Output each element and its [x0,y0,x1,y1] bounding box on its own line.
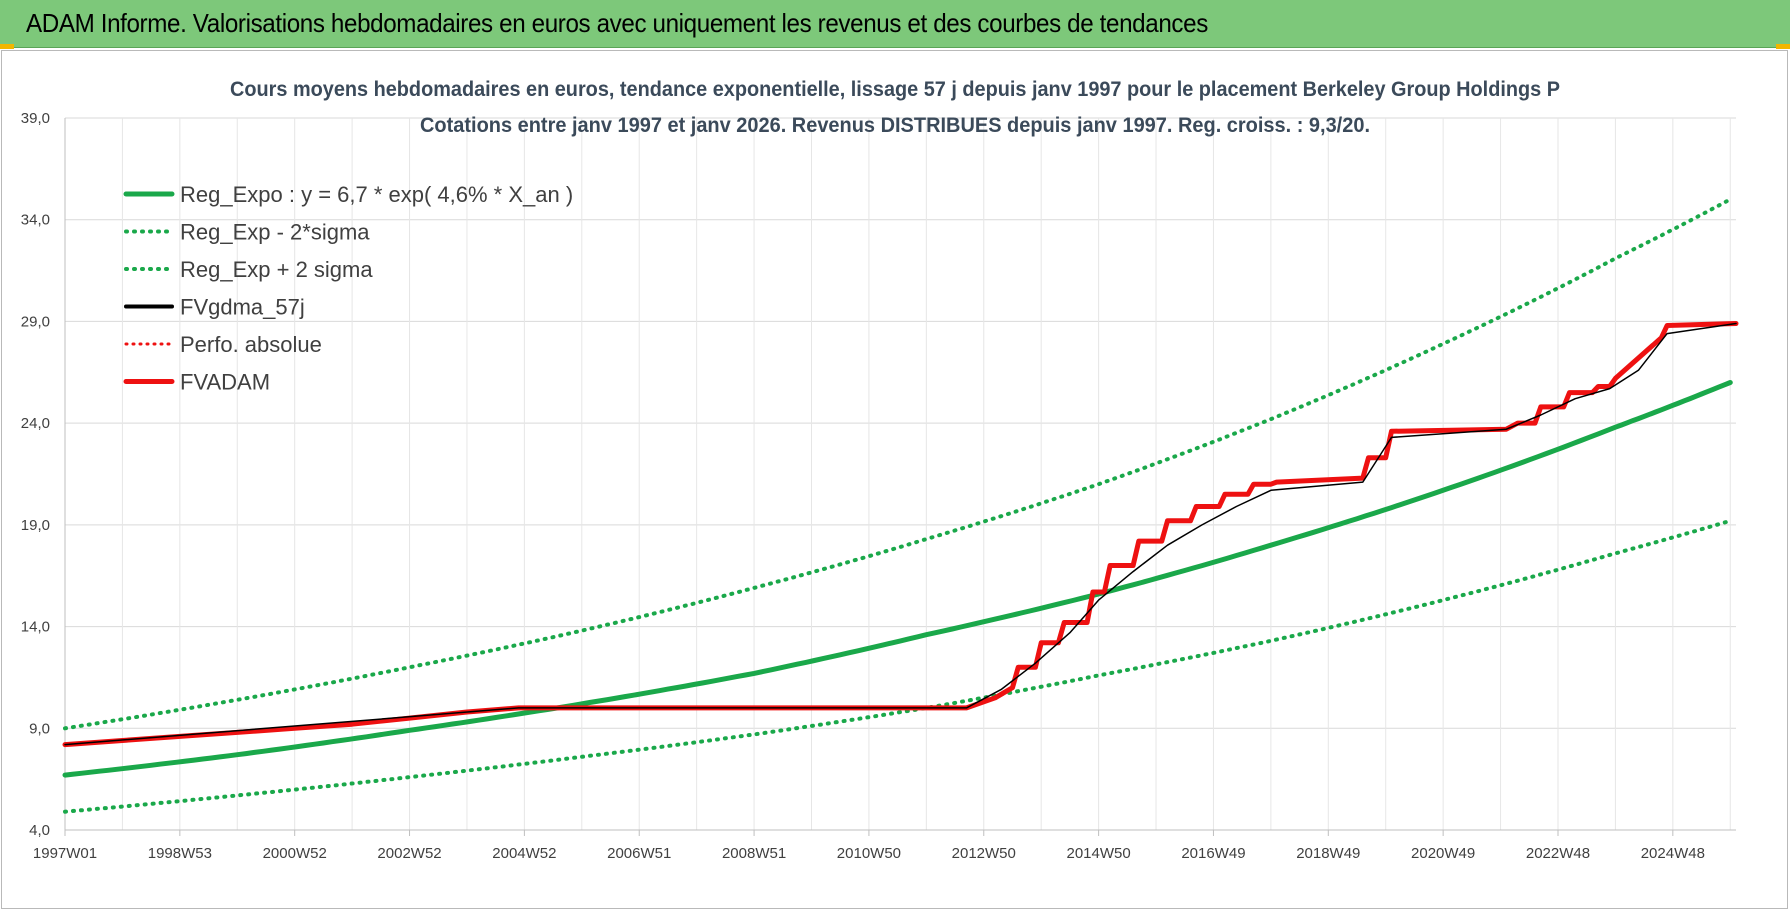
legend-label: FVADAM [180,370,270,395]
legend-label: FVgdma_57j [180,295,305,320]
y-axis-ticks: 4,0 9,0 14,0 19,0 24,0 29,0 34,0 39,0 [21,110,50,839]
y-tick-label: 29,0 [21,313,50,330]
series-reg-exp-plus-2sigma [63,197,1733,731]
series-reg-expo [62,380,1733,778]
y-tick-label: 39,0 [21,110,50,127]
series-fvadam [62,321,1739,748]
legend-label: Reg_Exp + 2 sigma [180,257,373,282]
x-tick-label: 2022W48 [1526,845,1590,862]
corner-marker-right [1776,44,1790,49]
y-tick-label: 14,0 [21,619,50,636]
y-tick-label: 24,0 [21,415,50,432]
chart-subtitle: Cotations entre janv 1997 et janv 2026. … [420,114,1370,137]
chart-title: Cours moyens hebdomadaires en euros, ten… [230,78,1560,101]
legend-label: Perfo. absolue [180,332,322,357]
x-tick-label: 1997W01 [33,845,97,862]
legend: Reg_Expo : y = 6,7 * exp( 4,6% * X_an ) R… [123,182,573,395]
x-tick-label: 2002W52 [377,845,441,862]
y-tick-label: 34,0 [21,212,50,229]
x-tick-label: 2006W51 [607,845,671,862]
x-tick-label: 2008W51 [722,845,786,862]
legend-label: Reg_Expo : y = 6,7 * exp( 4,6% * X_an ) [180,182,573,207]
corner-marker-left [0,44,14,49]
x-tick-label: 2014W50 [1066,845,1130,862]
y-tick-label: 9,0 [29,720,50,737]
x-tick-label: 2004W52 [492,845,556,862]
x-tick-label: 2020W49 [1411,845,1475,862]
x-tick-label: 2012W50 [952,845,1016,862]
legend-label: Reg_Exp - 2*sigma [180,220,370,245]
x-tick-label: 1998W53 [148,845,212,862]
series-layer [62,197,1739,814]
grid-layer [64,117,1736,831]
y-tick-label: 4,0 [29,822,50,839]
chart-frame [1,50,1788,909]
y-tick-label: 19,0 [21,517,50,534]
series-fvgdma-57j [64,322,1737,746]
x-tick-label: 2010W50 [837,845,901,862]
x-tick-label: 2024W48 [1641,845,1705,862]
x-tick-label: 2018W49 [1296,845,1360,862]
x-tick-label: 2016W49 [1181,845,1245,862]
report-header: ADAM Informe. Valorisations hebdomadaire… [0,0,1790,48]
x-tick-label: 2000W52 [263,845,327,862]
report-title: ADAM Informe. Valorisations hebdomadaire… [26,8,1208,38]
x-axis-ticks: 1997W01 1998W53 2000W52 2002W52 2004W52 2006W… [33,830,1705,862]
series-reg-exp-minus-2sigma [63,518,1733,814]
